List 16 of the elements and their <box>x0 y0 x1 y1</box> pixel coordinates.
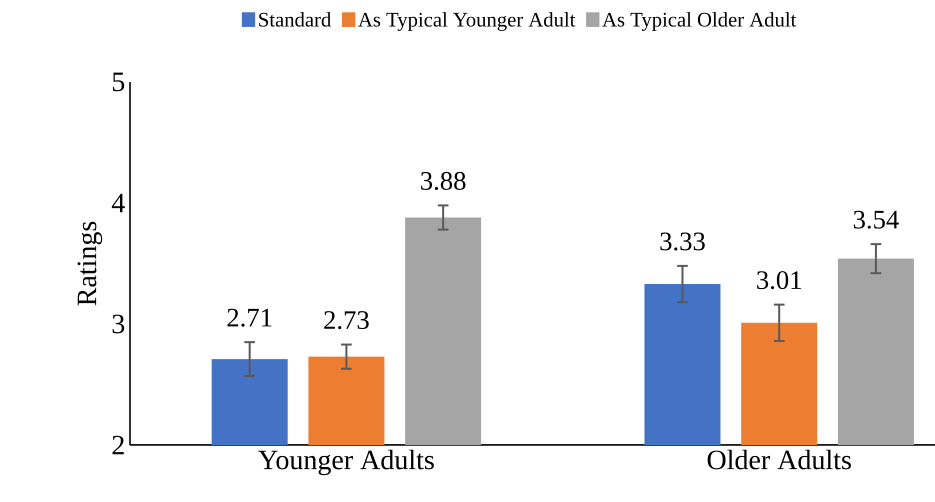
data-label: 3.88 <box>421 172 466 190</box>
y-tick-label: 5 <box>112 72 124 92</box>
legend-label: As Typical Younger Adult <box>358 12 576 31</box>
y-tick-label: 2 <box>112 436 124 454</box>
y-tick-label: 3 <box>112 314 124 334</box>
x-tick-label: Older Adults <box>708 450 851 470</box>
data-label: 2.71 <box>228 308 272 327</box>
legend-label: Standard <box>259 12 332 27</box>
data-label: 3.54 <box>854 210 899 229</box>
data-label: 3.01 <box>757 271 801 290</box>
legend-label: As Typical Older Adult <box>602 12 796 31</box>
data-label: 2.73 <box>324 311 369 330</box>
data-label: 3.33 <box>660 232 705 251</box>
y-tick-label: 4 <box>112 194 125 212</box>
x-tick-label: Younger Adults <box>258 450 434 476</box>
y-axis-title: Ratings <box>78 222 102 306</box>
